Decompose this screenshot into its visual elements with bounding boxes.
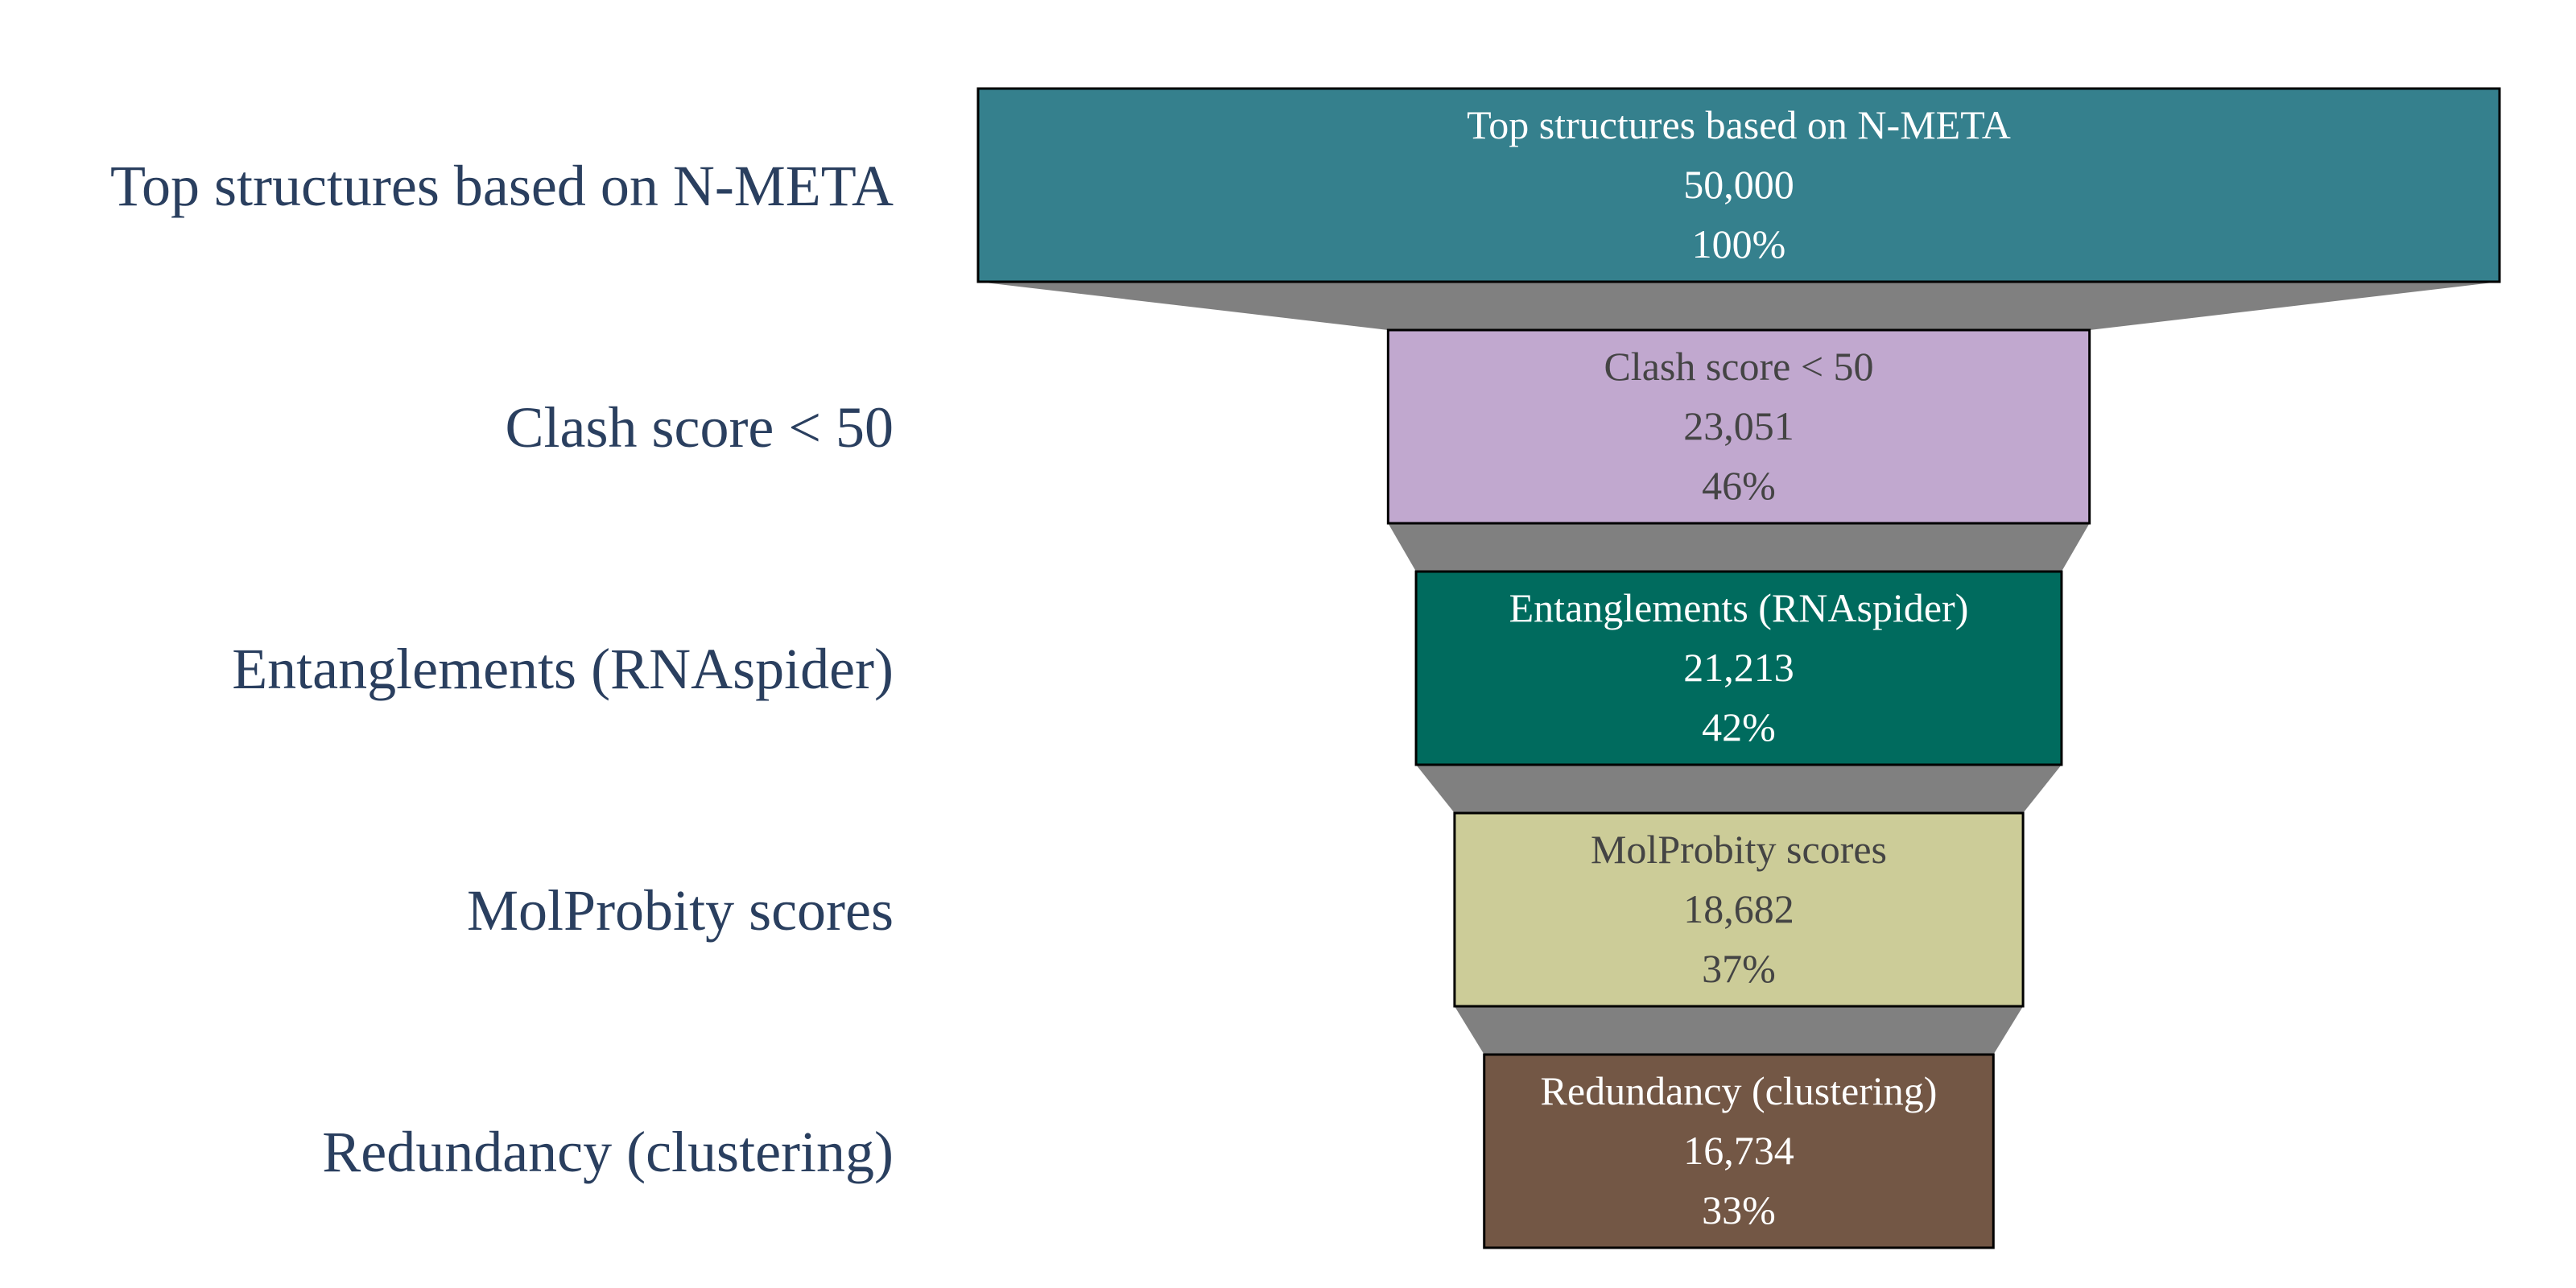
bar-stage-label: MolProbity scores [1591, 827, 1887, 872]
bar-stage-percent: 46% [1702, 463, 1776, 508]
stage-labels: Top structures based on N-META Clash scor… [110, 154, 894, 1184]
funnel-connector [1454, 1006, 2024, 1055]
funnel-connector [1416, 765, 2062, 813]
y-axis-tick-label: Top structures based on N-META [110, 154, 894, 218]
bar-stage-label: Top structures based on N-META [1467, 102, 2011, 147]
bar-stage-value: 18,682 [1683, 886, 1794, 931]
bar-stage-percent: 100% [1692, 221, 1786, 266]
funnel-bar [1453, 811, 2025, 1008]
funnel-connectors [978, 282, 2500, 1055]
bar-stage-label: Clash score < 50 [1604, 344, 1873, 389]
y-axis-tick-label: Entanglements (RNAspider) [232, 637, 894, 701]
funnel-connector [978, 282, 2500, 330]
bar-stage-label: Redundancy (clustering) [1541, 1068, 1938, 1113]
bar-stage-value: 23,051 [1683, 403, 1794, 448]
funnel-bar [1386, 328, 2091, 525]
y-axis-tick-label: MolProbity scores [467, 878, 894, 943]
funnel-bars: Top structures based on N-META 50,000 100%… [976, 87, 2501, 1249]
bar-stage-percent: 33% [1702, 1187, 1776, 1232]
funnel-bar [1483, 1053, 1995, 1249]
y-axis-tick-label: Redundancy (clustering) [322, 1120, 894, 1184]
bar-stage-percent: 37% [1702, 946, 1776, 991]
y-axis-tick-label: Clash score < 50 [505, 395, 894, 460]
funnel-bar [976, 87, 2501, 283]
bar-stage-value: 21,213 [1683, 645, 1794, 690]
bar-stage-label: Entanglements (RNAspider) [1509, 585, 1969, 630]
bar-stage-percent: 42% [1702, 704, 1776, 749]
bar-stage-value: 50,000 [1683, 162, 1794, 207]
funnel-bar [1414, 570, 2063, 766]
bar-stage-value: 16,734 [1683, 1128, 1794, 1173]
funnel-connector [1388, 523, 2090, 572]
